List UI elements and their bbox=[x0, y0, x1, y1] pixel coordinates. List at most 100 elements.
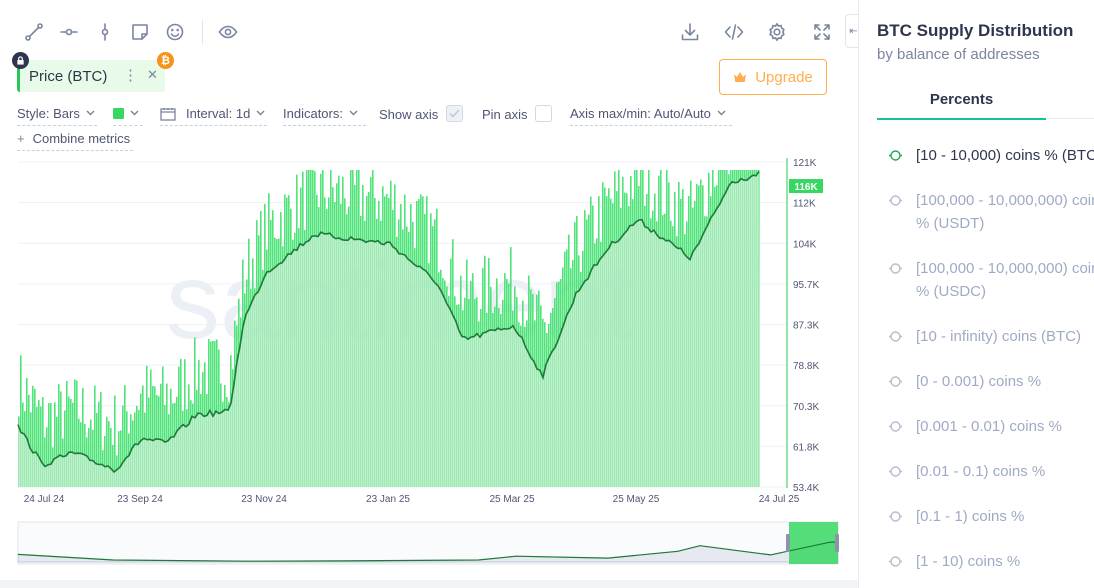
volume-bar bbox=[38, 400, 40, 487]
current-value-label: 116K bbox=[794, 182, 818, 193]
show-axis-toggle[interactable]: Show axis bbox=[379, 104, 467, 126]
indicators-select[interactable]: Indicators: bbox=[283, 104, 366, 126]
toggle-ring-icon[interactable] bbox=[889, 555, 902, 568]
navigator-right-handle[interactable] bbox=[835, 534, 839, 552]
sidebar-metric-label: [0.001 - 0.01) coins % bbox=[916, 418, 1062, 435]
interval-select[interactable]: Interval: 1d bbox=[160, 104, 267, 126]
pin-axis-label: Pin axis bbox=[482, 106, 528, 122]
axis-maxmin-label: Axis max/min: Auto/Auto bbox=[570, 106, 711, 121]
toggle-ring-icon[interactable] bbox=[889, 420, 902, 433]
y-tick-label: 95.7K bbox=[793, 280, 819, 291]
volume-bar bbox=[184, 359, 186, 487]
price-chart[interactable]: santiment 121K112K104K95.7K87.3K78.8K70.… bbox=[0, 150, 858, 580]
y-tick-label: 104K bbox=[793, 239, 817, 250]
volume-bar bbox=[94, 385, 96, 487]
volume-bar bbox=[154, 386, 156, 487]
embed-code-icon[interactable] bbox=[722, 20, 746, 44]
volume-bar bbox=[58, 384, 60, 487]
style-select[interactable]: Style: Bars bbox=[17, 104, 97, 126]
chevron-down-icon bbox=[349, 109, 358, 118]
volume-bar bbox=[120, 430, 122, 487]
pin-axis-toggle[interactable]: Pin axis bbox=[482, 104, 554, 126]
volume-bar bbox=[146, 365, 148, 487]
x-tick-label: 24 Jul 24 bbox=[24, 494, 65, 505]
tab-percents[interactable]: Percents bbox=[877, 80, 1046, 120]
close-icon[interactable]: ✕ bbox=[147, 67, 158, 82]
sidebar: BTC Supply Distribution by balance of ad… bbox=[858, 0, 1094, 588]
x-tick-label: 23 Jan 25 bbox=[366, 494, 410, 505]
navigator-left-handle[interactable] bbox=[786, 534, 790, 552]
indicators-label: Indicators: bbox=[283, 106, 343, 121]
toggle-ring-icon[interactable] bbox=[889, 330, 902, 343]
line-tool-icon[interactable] bbox=[22, 20, 46, 44]
toggle-ring-icon[interactable] bbox=[889, 194, 902, 207]
bottom-scrollbar[interactable] bbox=[0, 580, 858, 588]
show-axis-checkbox[interactable] bbox=[446, 105, 463, 122]
range-navigator[interactable] bbox=[17, 521, 839, 565]
calendar-icon bbox=[160, 107, 176, 121]
volume-bar bbox=[106, 416, 108, 487]
volume-bar bbox=[180, 358, 182, 487]
volume-bar bbox=[108, 421, 110, 487]
volume-bar bbox=[104, 435, 106, 487]
toggle-ring-icon[interactable] bbox=[889, 375, 902, 388]
volume-bar bbox=[26, 377, 28, 487]
volume-bar bbox=[68, 396, 70, 487]
axis-maxmin-select[interactable]: Axis max/min: Auto/Auto bbox=[570, 104, 732, 126]
crown-icon bbox=[734, 72, 747, 82]
volume-bar bbox=[162, 366, 164, 487]
volume-bar bbox=[76, 380, 78, 487]
toggle-ring-icon[interactable] bbox=[889, 465, 902, 478]
sidebar-metric-label: [10 - infinity) coins (BTC) bbox=[916, 328, 1082, 345]
y-tick-label: 121K bbox=[793, 158, 817, 169]
x-tick-label: 25 May 25 bbox=[613, 494, 660, 505]
volume-bar bbox=[114, 395, 116, 487]
eye-icon[interactable] bbox=[216, 20, 240, 44]
toggle-ring-icon[interactable] bbox=[889, 510, 902, 523]
volume-bar bbox=[74, 379, 76, 487]
volume-bar bbox=[66, 380, 68, 487]
volume-bar bbox=[34, 388, 36, 487]
y-tick-label: 87.3K bbox=[793, 321, 819, 332]
volume-bar bbox=[150, 369, 152, 487]
sidebar-subtitle: by balance of addresses bbox=[877, 46, 1040, 63]
horizontal-ray-icon[interactable] bbox=[57, 20, 81, 44]
chevron-down-icon bbox=[130, 109, 139, 118]
current-value: 116K bbox=[789, 179, 823, 194]
volume-bar bbox=[54, 402, 56, 487]
fullscreen-icon[interactable] bbox=[810, 20, 834, 44]
vertical-line-icon[interactable] bbox=[93, 20, 117, 44]
settings-icon[interactable] bbox=[765, 20, 789, 44]
volume-bar bbox=[142, 385, 144, 487]
upgrade-button[interactable]: Upgrade bbox=[719, 59, 827, 95]
volume-bar bbox=[36, 406, 38, 487]
download-icon[interactable] bbox=[678, 20, 702, 44]
style-label: Style: Bars bbox=[17, 106, 80, 121]
note-icon[interactable] bbox=[128, 20, 152, 44]
volume-bar bbox=[48, 403, 50, 487]
metric-chip[interactable]: Price (BTC) ⋮ ✕ bbox=[17, 60, 165, 92]
chevron-down-icon bbox=[256, 109, 265, 118]
volume-bar bbox=[46, 427, 48, 487]
combine-metrics-button[interactable]: + Combine metrics bbox=[17, 129, 133, 151]
more-options-icon[interactable]: ⋮ bbox=[123, 67, 138, 84]
volume-bar bbox=[72, 402, 74, 487]
volume-bar bbox=[126, 411, 128, 487]
collapse-sidebar-icon[interactable]: ⇤ bbox=[845, 14, 861, 48]
sidebar-title: BTC Supply Distribution bbox=[877, 21, 1074, 40]
volume-bar bbox=[92, 429, 94, 487]
emoji-icon[interactable] bbox=[163, 20, 187, 44]
toggle-ring-icon[interactable] bbox=[889, 262, 902, 275]
pin-axis-checkbox[interactable] bbox=[535, 105, 552, 122]
volume-bar bbox=[98, 401, 100, 487]
y-axis: 121K 112K 104K 95.7K 87.3K 78.8K 70.3K 61.8K 53.… bbox=[793, 158, 819, 494]
upgrade-label: Upgrade bbox=[755, 68, 813, 86]
tab-divider bbox=[1046, 118, 1094, 119]
volume-bar bbox=[20, 355, 22, 487]
toolbar-divider bbox=[202, 20, 203, 44]
bitcoin-icon: ₿ bbox=[157, 52, 174, 69]
color-select[interactable] bbox=[113, 104, 143, 126]
volume-bar bbox=[118, 431, 120, 487]
volume-bar bbox=[28, 394, 30, 487]
toggle-ring-icon[interactable] bbox=[889, 149, 902, 162]
